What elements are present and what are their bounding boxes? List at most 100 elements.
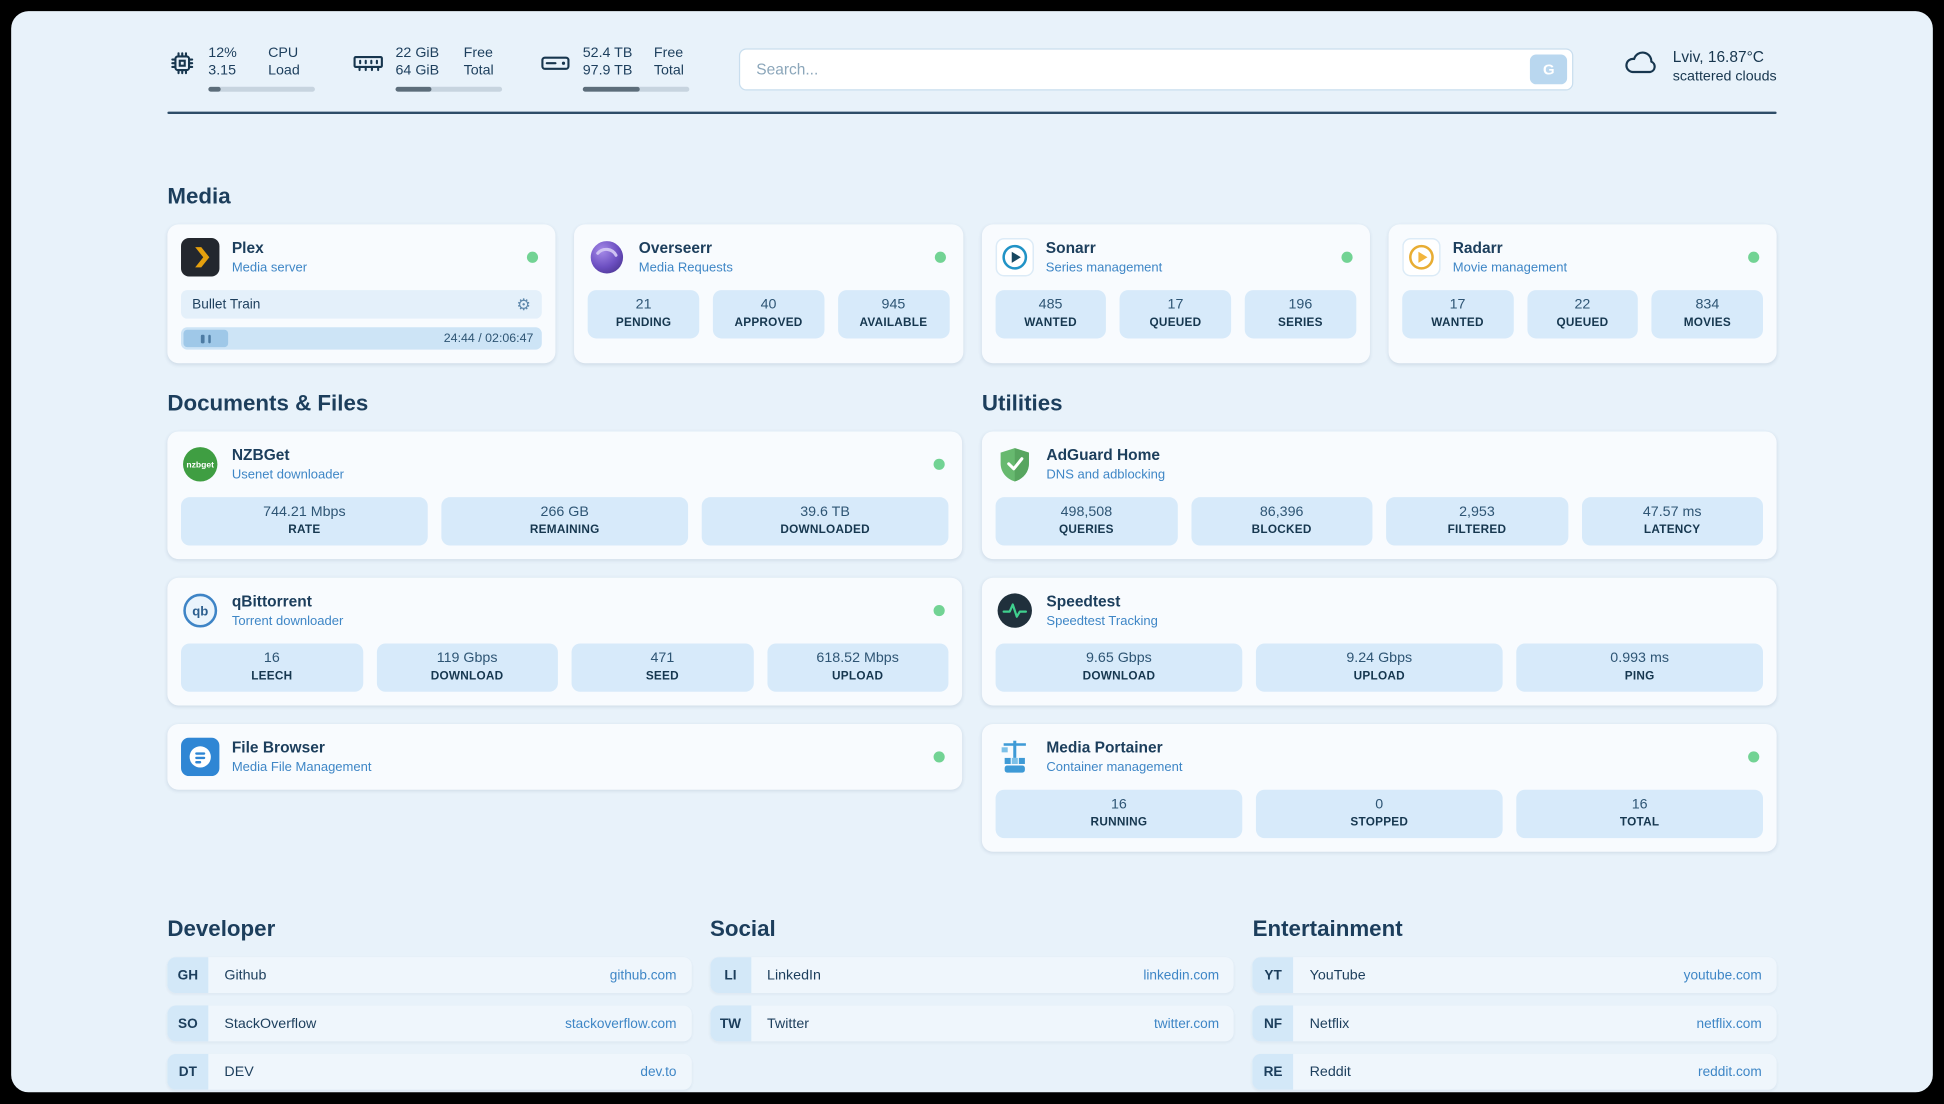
bookmark-reddit[interactable]: RE Reddit reddit.com — [1252, 1053, 1777, 1090]
speedtest-icon — [996, 591, 1034, 629]
status-dot — [1748, 751, 1760, 763]
app-subtitle: DNS and adblocking — [1046, 467, 1166, 483]
stat-tile: 196 SERIES — [1244, 290, 1357, 339]
bookmark-github[interactable]: GH Github github.com — [167, 957, 692, 994]
app-card-radarr[interactable]: Radarr Movie management 17 WANTED 22 QUE… — [1388, 224, 1777, 364]
bookmark-netflix[interactable]: NF Netflix netflix.com — [1252, 1005, 1777, 1042]
stat-label: QUEUED — [1149, 316, 1202, 330]
disk-widget: 52.4 TB Free 97.9 TB Total — [539, 45, 690, 92]
bookmark-url: netflix.com — [1696, 1016, 1762, 1031]
plex-icon — [181, 238, 220, 277]
app-card-portainer[interactable]: Media Portainer Container management 16 … — [981, 724, 1777, 852]
topbar: 12% CPU 3.15 Load — [167, 45, 1777, 92]
status-dot — [934, 251, 946, 263]
bookmark-abbr: YT — [1252, 957, 1294, 994]
bookmark-twitter[interactable]: TW Twitter twitter.com — [709, 1005, 1235, 1042]
disk-usage-bar — [582, 86, 690, 92]
app-card-overseerr[interactable]: Overseerr Media Requests 21 PENDING 40 A… — [574, 224, 963, 364]
stat-value: 21 — [635, 297, 652, 313]
stat-value: 498,508 — [1060, 504, 1113, 520]
svg-text:qb: qb — [192, 604, 208, 619]
media-grid: Plex Media server Bullet Train ⚙ 24:44 /… — [167, 224, 1777, 364]
app-subtitle: Speedtest Tracking — [1046, 613, 1158, 629]
now-playing-row: Bullet Train ⚙ — [181, 290, 543, 319]
app-subtitle: Media Requests — [638, 260, 733, 276]
stat-label: FILTERED — [1447, 523, 1507, 537]
playback-progress-bar[interactable]: 24:44 / 02:06:47 — [181, 327, 543, 350]
bookmark-linkedin[interactable]: LI LinkedIn linkedin.com — [709, 957, 1235, 994]
portainer-crane-icon — [996, 738, 1034, 776]
status-dot — [933, 458, 945, 470]
app-card-sonarr[interactable]: Sonarr Series management 485 WANTED 17 Q… — [981, 224, 1370, 364]
app-card-plex[interactable]: Plex Media server Bullet Train ⚙ 24:44 /… — [167, 224, 556, 364]
app-subtitle: Media server — [231, 260, 308, 276]
app-name: File Browser — [231, 738, 325, 757]
radarr-icon — [1401, 238, 1441, 277]
app-subtitle: Torrent downloader — [231, 613, 344, 629]
stat-label: WANTED — [1431, 316, 1484, 330]
section-utilities: Utilities AdGuard Home — [981, 390, 1777, 852]
cpu-label: CPU — [268, 45, 299, 61]
app-card-adguard[interactable]: AdGuard Home DNS and adblocking 498,508 … — [981, 431, 1777, 560]
memory-usage-bar — [395, 86, 503, 92]
stat-tile: 471 SEED — [571, 643, 754, 692]
search-engine-button[interactable]: G — [1530, 54, 1568, 85]
section-title-developer: Developer — [167, 916, 276, 942]
section-title-utilities: Utilities — [981, 390, 1063, 416]
stat-value: 16 — [263, 650, 280, 666]
bookmark-url: twitter.com — [1153, 1016, 1220, 1031]
bookmark-name: Reddit — [1309, 1064, 1351, 1080]
stat-tile: 16 TOTAL — [1516, 789, 1763, 839]
bookmark-stackoverflow[interactable]: SO StackOverflow stackoverflow.com — [167, 1005, 692, 1042]
system-metrics: 12% CPU 3.15 Load — [167, 45, 690, 92]
app-card-nzbget[interactable]: nzbget NZBGet Usenet downloader 744.21 M… — [167, 431, 963, 560]
app-subtitle: Movie management — [1452, 260, 1568, 276]
stat-tile: 9.65 Gbps DOWNLOAD — [995, 643, 1243, 692]
app-name: Media Portainer — [1046, 738, 1163, 757]
stat-label: UPLOAD — [1353, 669, 1405, 684]
stat-tile: 0 STOPPED — [1255, 789, 1503, 839]
stat-value: 744.21 Mbps — [263, 504, 346, 520]
disk-free-value: 52.4 TB — [582, 45, 633, 61]
bookmark-name: LinkedIn — [767, 967, 821, 983]
stat-tile: 119 Gbps DOWNLOAD — [376, 643, 558, 692]
pause-icon[interactable] — [183, 329, 229, 348]
bookmark-name: Twitter — [767, 1016, 810, 1031]
app-card-qbittorrent[interactable]: qb qBittorrent Torrent downloader 16 LEE… — [167, 577, 963, 706]
section-title-social: Social — [709, 916, 776, 942]
stat-value: 39.6 TB — [800, 504, 850, 520]
bookmark-abbr: LI — [709, 957, 751, 994]
bookmark-abbr: SO — [167, 1005, 209, 1042]
app-name: Overseerr — [638, 239, 713, 257]
overseerr-icon — [588, 238, 626, 276]
app-name: AdGuard Home — [1046, 446, 1161, 464]
bookmark-name: YouTube — [1309, 967, 1366, 983]
app-name: Plex — [231, 239, 264, 257]
memory-free-value: 22 GiB — [395, 45, 440, 61]
stat-tile: 9.24 Gbps UPLOAD — [1255, 643, 1503, 692]
header-divider — [167, 111, 1777, 115]
stat-value: 9.65 Gbps — [1086, 650, 1152, 666]
stat-label: DOWNLOADED — [780, 523, 870, 537]
stat-tile: 0.993 ms PING — [1516, 643, 1763, 692]
search-input[interactable] — [738, 48, 1574, 91]
stat-label: SEED — [645, 669, 679, 684]
bookmark-abbr: RE — [1252, 1053, 1294, 1090]
stat-label: WANTED — [1024, 316, 1077, 330]
weather-condition: scattered clouds — [1672, 69, 1777, 85]
stat-tile: 618.52 Mbps UPLOAD — [766, 643, 949, 692]
section-title-entertainment: Entertainment — [1252, 916, 1403, 942]
stat-label: BLOCKED — [1251, 523, 1312, 537]
app-card-speedtest[interactable]: Speedtest Speedtest Tracking 9.65 Gbps D… — [981, 577, 1777, 706]
status-dot — [1341, 251, 1353, 263]
gear-icon[interactable]: ⚙ — [516, 295, 531, 314]
sonarr-icon — [994, 238, 1034, 277]
status-dot — [933, 605, 945, 617]
bookmark-youtube[interactable]: YT YouTube youtube.com — [1252, 957, 1777, 994]
disk-total-label: Total — [653, 63, 684, 79]
stat-value: 471 — [650, 650, 675, 666]
bookmark-dev[interactable]: DT DEV dev.to — [167, 1053, 692, 1090]
app-card-filebrowser[interactable]: File Browser Media File Management — [167, 724, 963, 790]
stat-label: LEECH — [251, 669, 293, 684]
search: G — [738, 48, 1574, 91]
